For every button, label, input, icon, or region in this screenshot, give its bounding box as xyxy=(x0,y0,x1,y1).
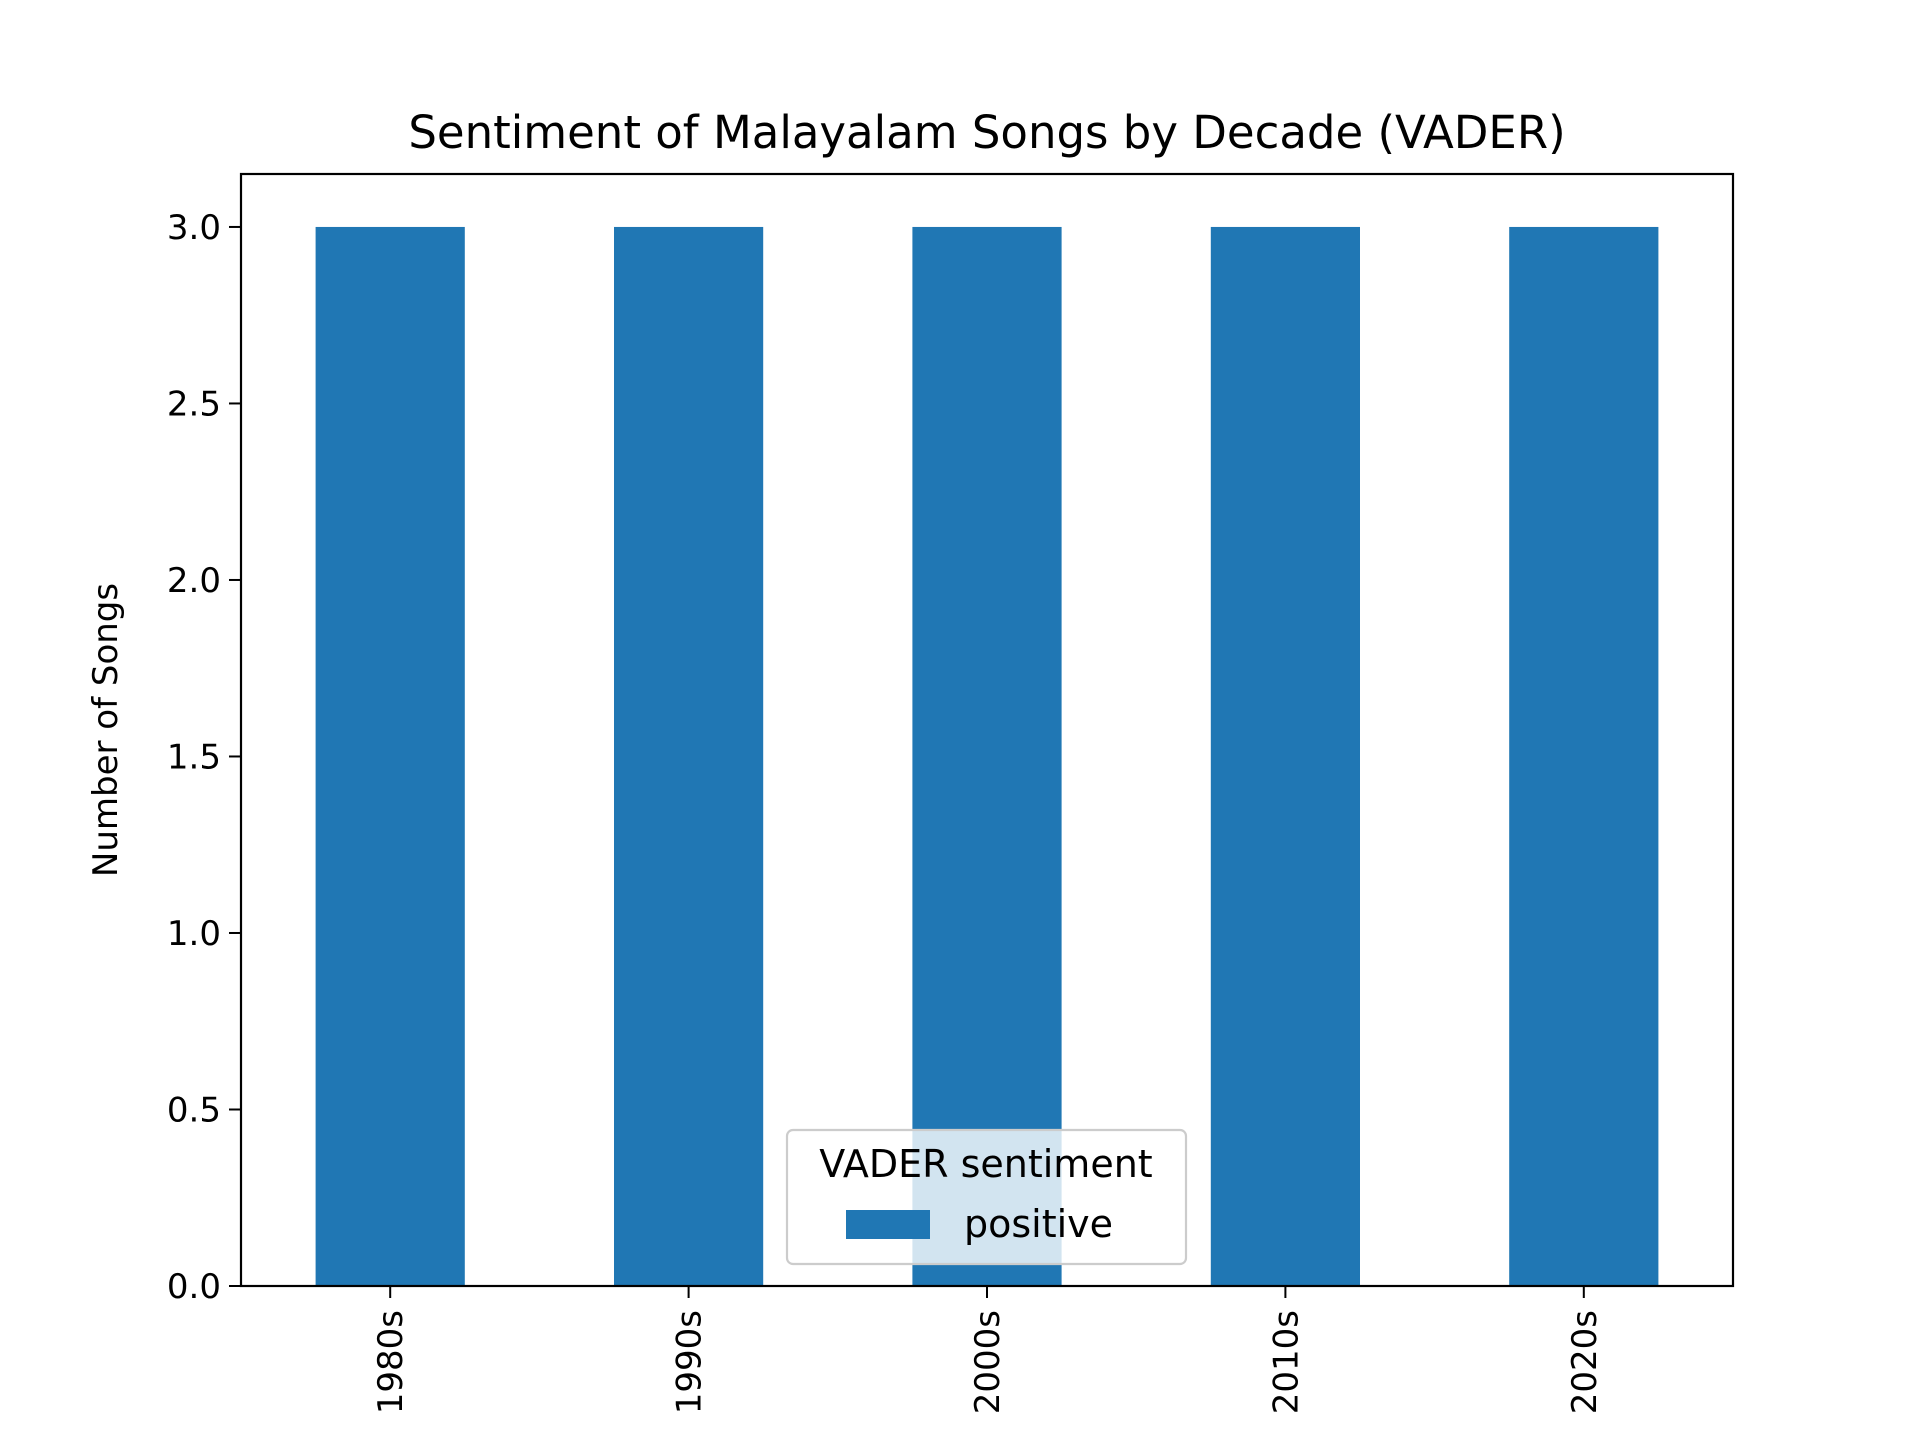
x-tick-label: 1990s xyxy=(670,1310,710,1414)
legend-swatch-positive xyxy=(846,1210,930,1239)
legend: VADER sentiment positive xyxy=(785,1128,1188,1266)
y-tick-label: 1.0 xyxy=(167,914,221,954)
y-axis-ticks: 0.0 0.5 1.0 1.5 2.0 2.5 3.0 xyxy=(167,208,241,1307)
bar-1990s xyxy=(614,226,764,1286)
bars-group xyxy=(315,226,1659,1286)
y-tick-label: 2.0 xyxy=(167,561,221,601)
bar-2020s xyxy=(1509,226,1659,1286)
bar-2000s xyxy=(912,226,1062,1286)
legend-title: VADER sentiment xyxy=(819,1142,1152,1186)
legend-label-positive: positive xyxy=(964,1202,1113,1246)
y-axis-label: Number of Songs xyxy=(86,583,126,877)
x-tick-label: 2010s xyxy=(1266,1310,1306,1414)
y-tick-label: 0.5 xyxy=(167,1090,221,1130)
plot-frame xyxy=(239,172,1735,1288)
y-tick-label: 0.0 xyxy=(167,1267,221,1307)
y-tick-label: 1.5 xyxy=(167,737,221,777)
bar-2010s xyxy=(1210,226,1360,1286)
x-tick-label: 2000s xyxy=(968,1310,1008,1414)
x-tick-label: 2020s xyxy=(1565,1310,1605,1414)
chart-title: Sentiment of Malayalam Songs by Decade (… xyxy=(408,106,1565,159)
x-axis-ticks: 1980s 1990s 2000s 2010s 2020s xyxy=(371,1286,1605,1414)
x-tick-label: 1980s xyxy=(371,1310,411,1414)
y-tick-label: 2.5 xyxy=(167,384,221,424)
y-tick-label: 3.0 xyxy=(167,208,221,248)
bar-1980s xyxy=(315,226,465,1286)
